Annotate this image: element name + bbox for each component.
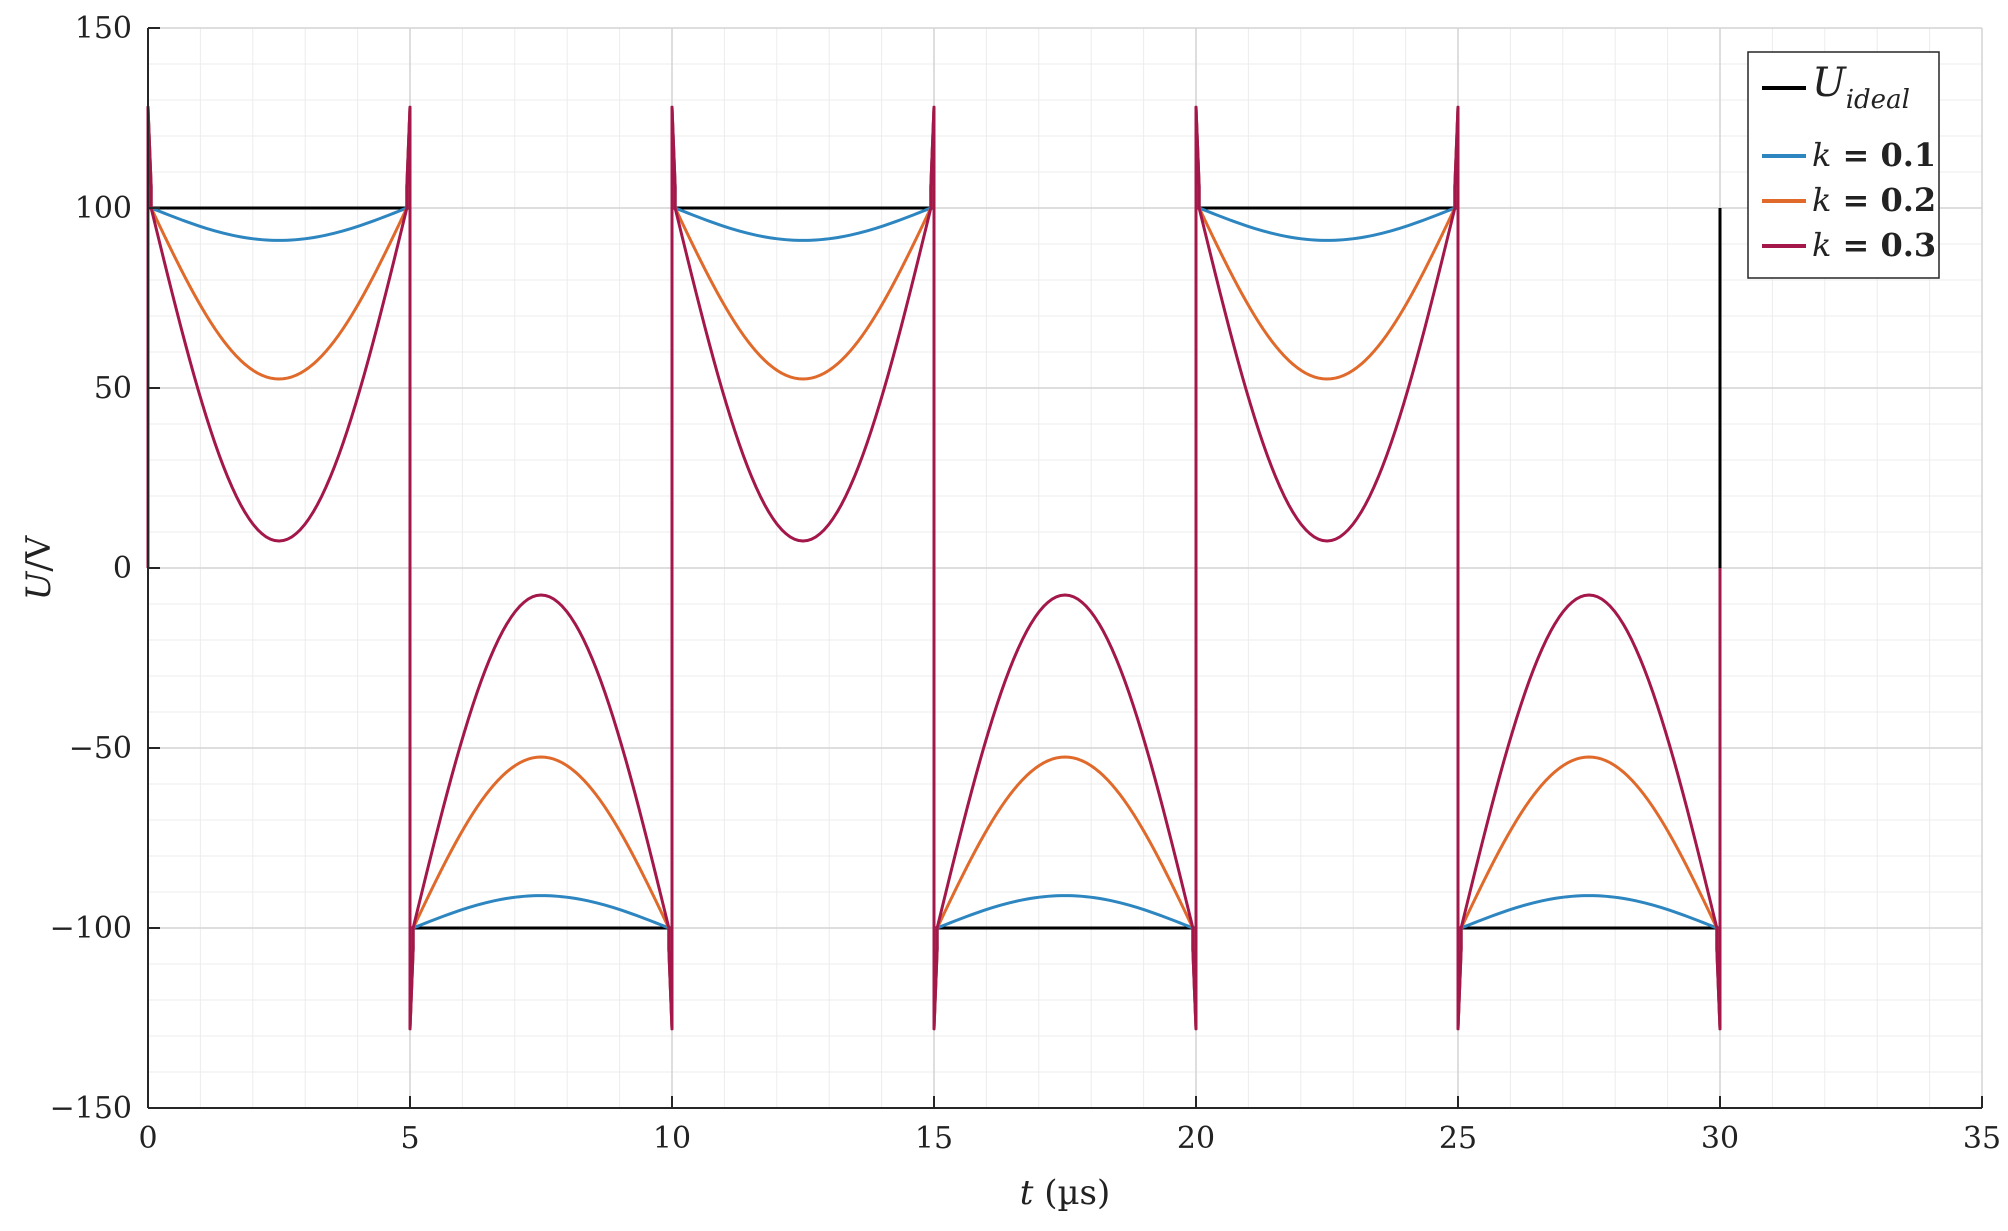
legend-label-k-0.3: k = 0.3	[1812, 226, 1936, 264]
x-tick-label: 5	[400, 1121, 419, 1156]
x-tick-label: 20	[1177, 1121, 1215, 1156]
legend-label-k-0.2: k = 0.2	[1812, 181, 1936, 219]
x-tick-label: 25	[1439, 1121, 1477, 1156]
legend: Uideal k = 0.1 k = 0.2 k = 0.3	[1747, 51, 1940, 279]
y-tick-label: −50	[69, 731, 132, 766]
legend-label-k-0.1: k = 0.1	[1812, 136, 1936, 174]
series-layer	[146, 105, 1722, 1031]
legend-box	[1747, 51, 1940, 279]
y-tick-label: 100	[75, 191, 132, 226]
y-tick-label: 150	[75, 11, 132, 46]
x-tick-label: 0	[138, 1121, 157, 1156]
x-tick-label: 35	[1963, 1121, 2001, 1156]
series-line-k-0.3	[146, 105, 1722, 1031]
y-tick-label: 0	[113, 551, 132, 586]
x-tick-label: 30	[1701, 1121, 1739, 1156]
x-ticks: 0 5 10 15 20 25 30 35	[138, 1096, 2001, 1156]
y-ticks: 150 100 50 0 −50 −100 −150	[50, 11, 160, 1126]
y-tick-label: −150	[50, 1091, 132, 1126]
x-axis-label: t (µs)	[1020, 1173, 1111, 1213]
y-tick-label: 50	[94, 371, 132, 406]
y-tick-label: −100	[50, 911, 132, 946]
y-axis-label: U/V	[19, 534, 59, 600]
x-tick-label: 10	[653, 1121, 691, 1156]
x-tick-label: 15	[915, 1121, 953, 1156]
legend-label-u-ideal: Uideal	[1812, 60, 1910, 115]
